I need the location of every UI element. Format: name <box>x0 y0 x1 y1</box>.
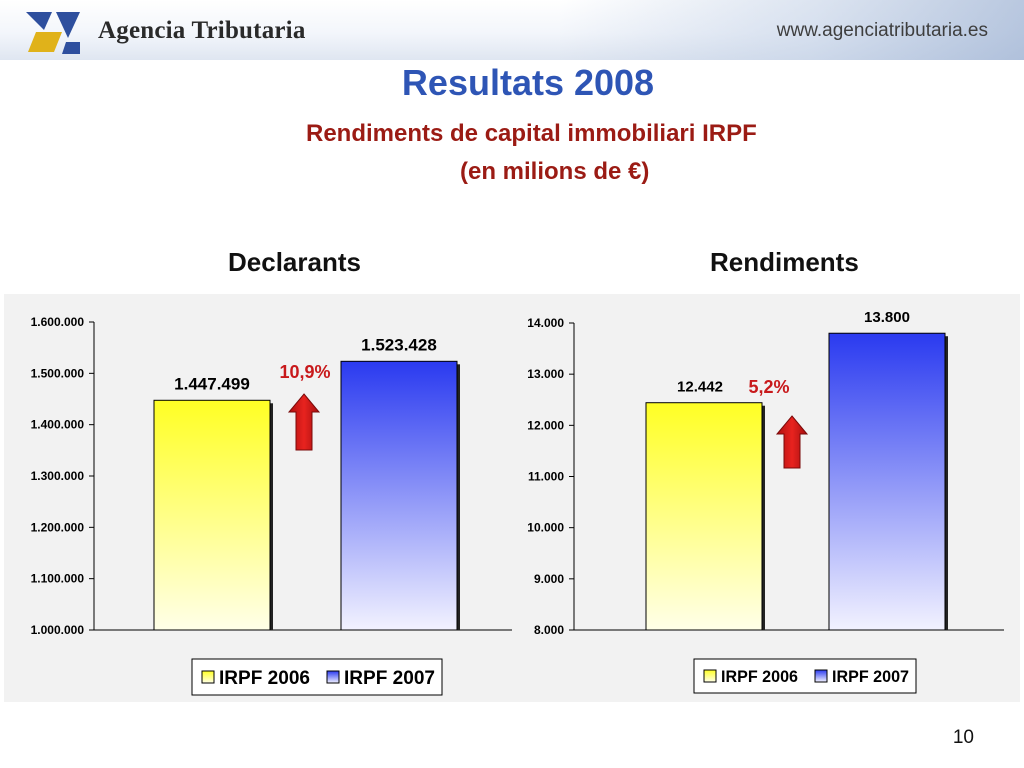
y-tick-label: 1.600.000 <box>31 315 85 329</box>
legend-swatch <box>703 669 717 683</box>
page-number: 10 <box>952 727 974 748</box>
chart-legend: IRPF 2006 IRPF 2007 <box>191 658 443 696</box>
y-tick-label: 1.400.000 <box>31 418 85 432</box>
slide-subtitle-units: (en milions de €) <box>460 158 650 185</box>
y-tick-label: 9.000 <box>534 572 564 586</box>
chart-panel-rendiments: 8.000 9.000 10.000 11.000 12.000 13.000 14.000… <box>516 294 1020 702</box>
agency-name: Agencia Tributaria <box>98 17 306 44</box>
bar-irpf-2006 <box>645 402 763 631</box>
y-tick-label: 1.000.000 <box>31 623 85 637</box>
y-tick-label: 1.100.000 <box>31 572 85 586</box>
data-label: 1.447.499 <box>174 374 250 393</box>
legend-box <box>191 658 443 696</box>
y-tick-label: 1.500.000 <box>31 366 85 380</box>
site-url[interactable]: www.agenciatributaria.es <box>776 20 988 41</box>
growth-annotation: 10,9% <box>279 362 330 382</box>
slide-title: Resultats 2008 <box>401 62 655 103</box>
y-tick-label: 10.000 <box>527 521 564 535</box>
y-tick-label: 14.000 <box>527 316 564 330</box>
chart-title-rendiments: Rendiments <box>710 247 859 277</box>
bar-irpf-2007 <box>828 332 946 631</box>
chart-legend: IRPF 2006 IRPF 2007 <box>693 658 917 694</box>
bar-chart-declarants: 1.000.000 1.100.000 1.200.000 1.300.000 1.40… <box>31 315 512 696</box>
chart-panel-declarants: 1.000.000 1.100.000 1.200.000 1.300.000 1.40… <box>4 294 516 702</box>
growth-arrow-icon <box>775 415 809 469</box>
y-tick-label: 12.000 <box>527 418 564 432</box>
agencia-tributaria-logo-icon <box>26 12 80 54</box>
chart-title-declarants: Declarants <box>228 247 361 277</box>
bar-chart-rendiments: 8.000 9.000 10.000 11.000 12.000 13.000 14.000… <box>527 309 1004 694</box>
slide-subtitle: Rendiments de capital immobiliari IRPF <box>306 120 757 147</box>
legend-label: IRPF 2007 <box>344 668 435 689</box>
y-tick-label: 11.000 <box>528 470 564 484</box>
growth-annotation: 5,2% <box>748 377 789 397</box>
legend-box <box>693 658 917 694</box>
header-banner: Agencia Tributaria www.agenciatributaria… <box>0 0 1024 60</box>
data-label: 13.800 <box>864 309 910 326</box>
y-tick-label: 8.000 <box>534 623 564 637</box>
y-tick-label: 1.300.000 <box>31 469 85 483</box>
legend-label: IRPF 2006 <box>721 667 798 686</box>
bar-irpf-2007 <box>340 360 458 631</box>
bar-irpf-2006 <box>153 399 271 631</box>
legend-label: IRPF 2007 <box>832 667 909 686</box>
y-tick-label: 1.200.000 <box>31 520 85 534</box>
legend-swatch <box>326 670 340 684</box>
legend-swatch <box>814 669 828 683</box>
y-tick-label: 13.000 <box>527 367 564 381</box>
header-decoration <box>560 0 1024 60</box>
growth-arrow-icon <box>287 393 321 451</box>
legend-label: IRPF 2006 <box>219 668 310 689</box>
data-label: 12.442 <box>677 379 723 396</box>
data-label: 1.523.428 <box>361 335 437 354</box>
legend-swatch <box>201 670 215 684</box>
